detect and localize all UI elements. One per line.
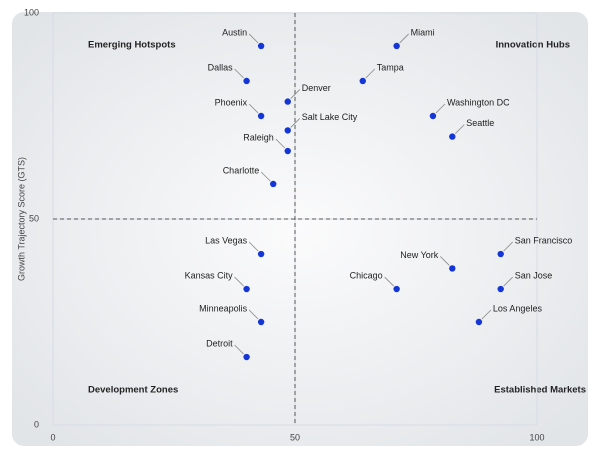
leader-line	[248, 33, 259, 44]
point	[359, 77, 366, 85]
point-label: Denver	[302, 83, 331, 93]
point-label: Chicago	[350, 270, 383, 280]
x-tick-label: 100	[529, 432, 544, 442]
leader-line	[399, 33, 409, 44]
leader-line	[248, 103, 259, 114]
leader-line	[275, 138, 286, 149]
point-label: Dallas	[208, 62, 234, 72]
leader-line	[384, 276, 394, 287]
quadrant-label: Emerging Hotspots	[88, 40, 176, 51]
y-tick-label: 50	[29, 213, 39, 223]
point	[429, 112, 437, 120]
leader-line	[503, 241, 513, 252]
quadrant-label: Innovation Hubs	[496, 40, 570, 51]
point-label: Charlotte	[223, 165, 260, 175]
leader-line	[455, 124, 465, 134]
leader-line	[260, 171, 271, 182]
point	[284, 98, 291, 105]
leader-line	[234, 68, 244, 79]
card	[12, 12, 588, 446]
point-label: New York	[400, 250, 439, 260]
point	[257, 42, 265, 50]
point-label: Phoenix	[215, 97, 248, 107]
point-label: Miami	[411, 27, 435, 37]
point	[257, 318, 265, 326]
leader-line	[234, 276, 244, 287]
point-label: San Francisco	[515, 235, 573, 245]
point	[284, 127, 291, 134]
point	[284, 147, 291, 155]
leader-line	[234, 344, 244, 355]
point	[475, 318, 483, 326]
point	[270, 180, 277, 188]
leader-line	[290, 118, 301, 128]
y-axis-label: Growth Trajectory Score (GTS)	[16, 157, 26, 281]
point	[449, 265, 456, 272]
leader-line	[440, 256, 450, 266]
point-label: Las Vegas	[205, 235, 248, 245]
point	[243, 353, 250, 361]
point-label: Austin	[222, 27, 247, 37]
y-tick-label: 0	[34, 419, 39, 429]
point	[393, 285, 400, 293]
point-label: Detroit	[206, 338, 233, 348]
point-label: Minneapolis	[199, 303, 248, 313]
leader-line	[435, 103, 446, 114]
x-tick-label: 50	[290, 432, 300, 442]
point	[257, 112, 265, 120]
point-label: Raleigh	[243, 132, 274, 142]
point-label: Seattle	[466, 118, 494, 128]
leader-line	[290, 89, 301, 99]
point-label: Los Angeles	[493, 303, 543, 313]
leader-line	[248, 309, 259, 320]
point-label: Kansas City	[185, 270, 234, 280]
quadrant-label: Established Markets	[494, 385, 586, 396]
y-tick-label: 100	[24, 7, 39, 17]
point-label: San Jose	[515, 270, 553, 280]
leader-line	[248, 241, 259, 252]
point-label: Washington DC	[447, 97, 510, 107]
leader-line	[365, 68, 376, 79]
point	[243, 77, 250, 85]
x-tick-label: 0	[50, 432, 55, 442]
leader-line	[503, 276, 513, 287]
point	[449, 133, 456, 140]
point	[257, 250, 265, 258]
point	[243, 285, 250, 293]
point-label: Salt Lake City	[302, 112, 358, 122]
quadrant-label: Development Zones	[88, 385, 178, 396]
point	[497, 285, 504, 293]
leader-line	[481, 309, 492, 320]
point-label: Tampa	[377, 62, 404, 72]
point	[497, 250, 504, 258]
point	[393, 42, 400, 50]
